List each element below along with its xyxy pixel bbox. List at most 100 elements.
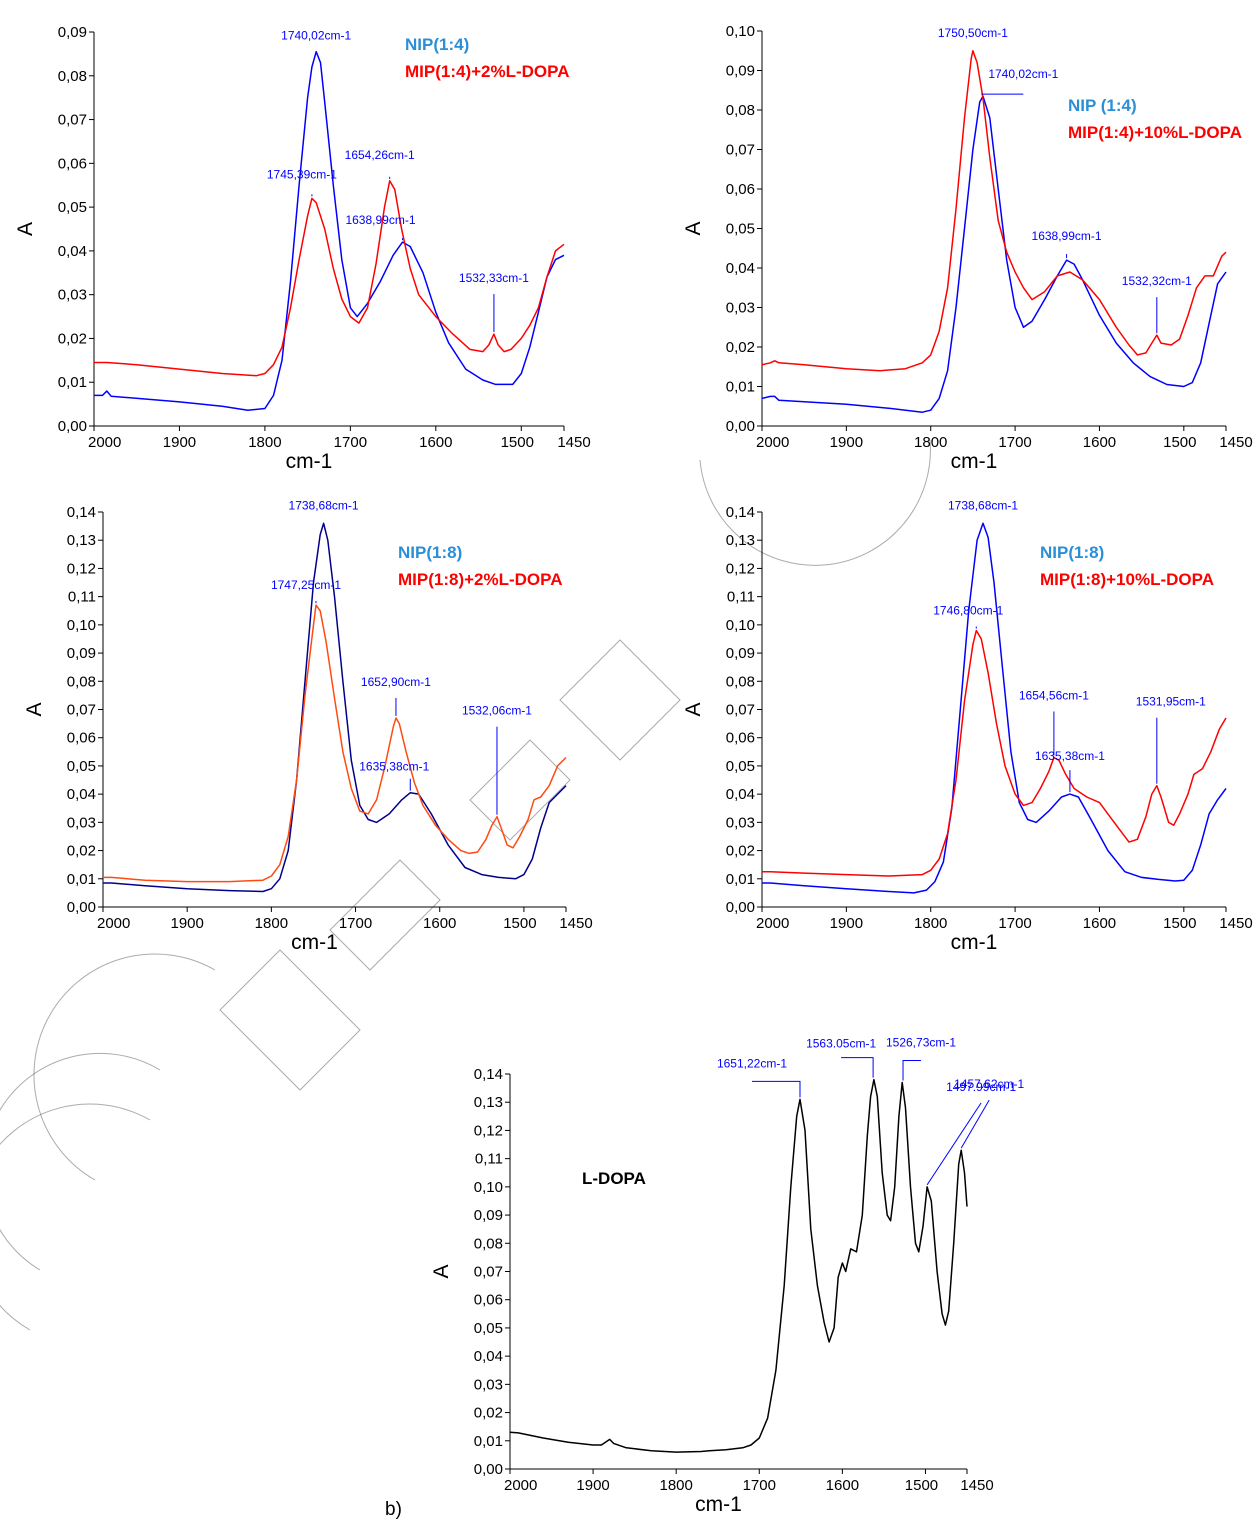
annotation-leader bbox=[926, 1102, 982, 1186]
legend-entry-1: NIP (1:4) bbox=[1068, 96, 1137, 115]
peak-annotation: 1531,95cm-1 bbox=[1136, 695, 1206, 784]
y-tick-label: 0,11 bbox=[68, 589, 96, 606]
chart-a2: 0,00 0,01 0,02 0,03 0,04 0,05 0,06 0,07 0,08 0,09… bbox=[682, 23, 1253, 473]
annotation-label: 1638,99cm-1 bbox=[1032, 229, 1102, 243]
annotation-label: 1532,32cm-1 bbox=[1122, 274, 1192, 288]
watermark-outline bbox=[219, 949, 361, 1091]
series-line-1 bbox=[762, 522, 1227, 894]
peak-annotation: 1532,33cm-1 bbox=[459, 271, 529, 333]
annotation-leader bbox=[841, 1057, 874, 1078]
x-tick-label: 1800 bbox=[255, 915, 288, 932]
x-tick-label: 1600 bbox=[419, 434, 452, 451]
watermark-outline bbox=[0, 1052, 161, 1271]
x-tick-label: 2000 bbox=[504, 1477, 537, 1494]
peak-annotation: 1740,02cm-1 bbox=[981, 67, 1059, 95]
series-line-1 bbox=[103, 522, 567, 893]
x-axis-label: cm-1 bbox=[291, 931, 338, 954]
annotation-label: 1738,68cm-1 bbox=[289, 498, 359, 512]
y-tick-label: 0,00 bbox=[726, 418, 755, 435]
x-tick-label: 1500 bbox=[501, 434, 534, 451]
chart-b: 0,00 0,01 0,02 0,03 0,04 0,05 0,06 0,07 0,08 0,09… bbox=[430, 1035, 1025, 1516]
y-tick-label: 0,11 bbox=[475, 1151, 503, 1168]
y-tick-label: 0,02 bbox=[474, 1405, 503, 1422]
x-tick-label: 1700 bbox=[743, 1477, 776, 1494]
annotation-label: 1563.05cm-1 bbox=[806, 1037, 876, 1051]
chart-a1: 0,00 0,01 0,02 0,03 0,04 0,05 0,06 0,07 0,08 0,09… bbox=[14, 24, 591, 473]
y-axis-label: A bbox=[23, 702, 46, 716]
legend-entry-1: L-DOPA bbox=[582, 1169, 646, 1188]
watermark-outline bbox=[699, 439, 931, 566]
peak-annotation: 1635,38cm-1 bbox=[359, 760, 430, 791]
y-tick-label: 0,09 bbox=[58, 24, 87, 41]
y-tick-label: 0,01 bbox=[58, 374, 87, 391]
y-tick-label: 0,04 bbox=[67, 786, 96, 803]
peak-annotation: 1654,56cm-1 bbox=[1019, 688, 1089, 756]
y-tick-label: 0,08 bbox=[474, 1235, 503, 1252]
x-tick-label: 1450 bbox=[1219, 915, 1252, 932]
peak-annotation: 1652,90cm-1 bbox=[361, 675, 431, 716]
y-tick-label: 0,05 bbox=[726, 221, 755, 238]
peak-annotation: 1638,99cm-1 bbox=[1032, 229, 1102, 259]
x-tick-label: 1700 bbox=[998, 915, 1031, 932]
x-axis-label: cm-1 bbox=[951, 931, 998, 954]
y-tick-label: 0,07 bbox=[726, 142, 755, 159]
peak-annotation: 1746,80cm-1 bbox=[933, 604, 1004, 629]
y-tick-label: 0,08 bbox=[58, 68, 87, 85]
x-tick-label: 1450 bbox=[557, 434, 590, 451]
legend-entry-1: NIP(1:8) bbox=[398, 543, 462, 562]
y-tick-label: 0,06 bbox=[474, 1292, 503, 1309]
x-tick-label: 1500 bbox=[1163, 915, 1196, 932]
legend-entry-2: MIP(1:8)+10%L-DOPA bbox=[1040, 570, 1214, 589]
y-tick-label: 0,05 bbox=[474, 1320, 503, 1337]
annotation-label: 1457.62cm-1 bbox=[954, 1077, 1024, 1091]
x-tick-label: 1800 bbox=[914, 915, 947, 932]
y-tick-label: 0,09 bbox=[474, 1207, 503, 1224]
peak-annotation: 1532,32cm-1 bbox=[1122, 274, 1192, 334]
y-tick-label: 0,14 bbox=[474, 1066, 503, 1083]
x-axis-label: cm-1 bbox=[695, 1493, 742, 1516]
y-tick-label: 0,05 bbox=[67, 758, 96, 775]
figure-caption: b) bbox=[385, 1499, 402, 1520]
y-tick-label: 0,01 bbox=[726, 871, 755, 888]
annotation-label: 1532,33cm-1 bbox=[459, 271, 529, 285]
x-tick-label: 1900 bbox=[830, 915, 863, 932]
charts-layer: 0,00 0,01 0,02 0,03 0,04 0,05 0,06 0,07 0,08 0,09… bbox=[14, 23, 1253, 1516]
x-tick-label: 1600 bbox=[1083, 434, 1116, 451]
y-tick-label: 0,10 bbox=[67, 617, 96, 634]
annotation-leader bbox=[751, 1080, 801, 1098]
y-tick-label: 0,00 bbox=[726, 899, 755, 916]
peak-annotation: 1738,68cm-1 bbox=[948, 498, 1018, 512]
annotation-label: 1651,22cm-1 bbox=[717, 1056, 787, 1070]
x-tick-label: 1450 bbox=[960, 1477, 993, 1494]
watermark-outline bbox=[0, 1103, 151, 1331]
annotation-label: 1652,90cm-1 bbox=[361, 675, 431, 689]
y-tick-label: 0,03 bbox=[474, 1376, 503, 1393]
annotation-label: 1745,39cm-1 bbox=[267, 167, 337, 181]
watermark-outline bbox=[329, 859, 441, 971]
annotation-label: 1635,38cm-1 bbox=[359, 760, 429, 774]
y-tick-label: 0,06 bbox=[726, 730, 755, 747]
y-tick-label: 0,14 bbox=[726, 504, 755, 521]
peak-annotation: 1750,50cm-1 bbox=[938, 26, 1008, 40]
peak-annotation: 1526,73cm-1 bbox=[886, 1035, 956, 1081]
y-tick-label: 0,14 bbox=[67, 504, 96, 521]
x-axis-label: cm-1 bbox=[286, 450, 333, 473]
chart-a4: 0,00 0,01 0,02 0,03 0,04 0,05 0,06 0,07 0,08 0,09… bbox=[682, 498, 1253, 954]
x-tick-label: 1450 bbox=[1219, 434, 1252, 451]
peak-annotation: 1651,22cm-1 bbox=[717, 1056, 801, 1098]
x-tick-label: 1700 bbox=[998, 434, 1031, 451]
y-tick-label: 0,01 bbox=[474, 1433, 503, 1450]
y-tick-label: 0,06 bbox=[67, 730, 96, 747]
y-tick-label: 0,02 bbox=[67, 843, 96, 860]
peak-annotation: 1745,39cm-1 bbox=[267, 167, 337, 197]
y-tick-label: 0,08 bbox=[726, 102, 755, 119]
legend-entry-2: MIP(1:4)+2%L-DOPA bbox=[405, 62, 570, 81]
x-axis-label: cm-1 bbox=[951, 450, 998, 473]
annotation-label: 1654,56cm-1 bbox=[1019, 688, 1089, 702]
x-tick-label: 1900 bbox=[830, 434, 863, 451]
series-line-1 bbox=[509, 1078, 968, 1453]
y-tick-label: 0,09 bbox=[67, 645, 96, 662]
x-tick-label: 1600 bbox=[826, 1477, 859, 1494]
y-tick-label: 0,04 bbox=[58, 243, 87, 260]
y-tick-label: 0,00 bbox=[58, 418, 87, 435]
